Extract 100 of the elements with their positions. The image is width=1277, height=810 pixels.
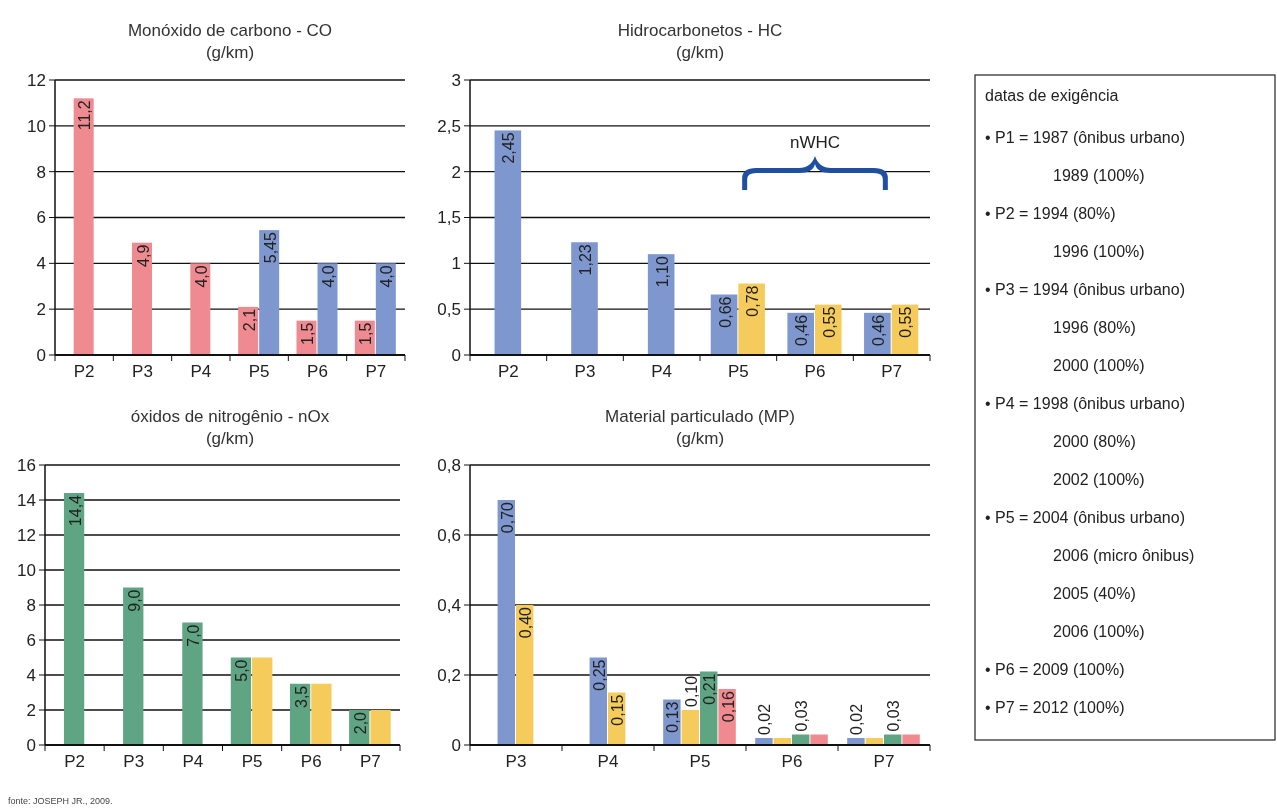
bar	[259, 230, 280, 355]
data-label: 1,23	[577, 244, 594, 276]
data-label: 5,45	[261, 232, 279, 264]
x-tick-label: P5	[248, 362, 270, 381]
bar	[317, 263, 338, 355]
y-tick-label: 0,8	[437, 455, 461, 475]
x-tick-label: P5	[727, 362, 749, 381]
x-tick-label: P2	[73, 362, 95, 381]
data-label: 1,5	[357, 322, 375, 345]
data-label: 0,02	[848, 703, 866, 735]
bar	[73, 98, 94, 355]
data-label: 0,46	[793, 314, 811, 346]
y-tick-label: 10	[27, 116, 46, 136]
data-label: 0,10	[682, 675, 700, 707]
y-tick-label: 3	[451, 70, 461, 90]
data-label: 1,10	[653, 256, 671, 288]
chart-title: óxidos de nitrogênio - nOx	[130, 407, 330, 426]
text: • P2 = 1994 (80%) 1996 (100%)	[985, 205, 1145, 260]
y-tick-label: 12	[27, 70, 46, 90]
y-tick-label: 1	[451, 254, 461, 274]
y-tick-label: 10	[17, 560, 36, 580]
data-label: 0,02	[756, 703, 774, 735]
x-tick-label: P6	[781, 752, 803, 771]
data-label: 2,45	[500, 132, 518, 164]
data-label: 1,5	[299, 322, 316, 345]
y-tick-label: 4	[36, 254, 46, 274]
y-tick-label: 0,5	[437, 300, 461, 320]
data-label: 0,03	[885, 700, 903, 732]
y-tick-label: 16	[17, 455, 36, 475]
data-label: 0,70	[498, 501, 516, 534]
chart-title: Material particulado (MP)	[605, 407, 795, 426]
text: • P6 = 2009 (100%)	[985, 661, 1125, 678]
y-tick-label: 0	[26, 735, 36, 755]
annotation: nWHC	[789, 133, 841, 152]
x-tick-label: P7	[365, 362, 387, 381]
y-tick-label: 1,5	[437, 208, 461, 228]
data-label: 4,9	[134, 244, 152, 267]
x-tick-label: P2	[64, 752, 85, 771]
x-tick-label: P3	[123, 752, 145, 771]
y-tick-label: 0,6	[437, 525, 461, 545]
y-tick-label: 0	[36, 345, 46, 365]
data-label: 0,66	[716, 296, 734, 328]
data-label: 0,21	[701, 673, 719, 705]
text: • P7 = 2012 (100%)	[985, 699, 1125, 716]
y-tick-label: 0,4	[437, 595, 461, 615]
data-label: 0,25	[590, 659, 608, 691]
x-tick-label: P7	[873, 752, 895, 771]
x-tick-label: P4	[651, 362, 673, 381]
source-note: fonte: JOSEPH JR., 2009.	[8, 796, 113, 806]
y-tick-label: 0	[451, 345, 461, 365]
data-label: 0,03	[793, 700, 811, 732]
y-tick-label: 0	[451, 735, 461, 755]
data-label: 11,2	[76, 100, 94, 131]
x-tick-label: P2	[497, 362, 519, 381]
data-label: 0,78	[744, 285, 762, 317]
x-tick-label: P6	[307, 362, 328, 381]
data-label: 9,0	[125, 589, 143, 612]
data-label: 7,0	[184, 624, 202, 647]
data-label: 0,13	[664, 701, 682, 733]
data-label: 2,1	[240, 308, 258, 332]
data-label: 4,0	[378, 265, 396, 288]
text: • P3 = 1994 (ônibus urbano) 1996 (80%) 2000 (100%)	[985, 281, 1185, 374]
bar	[375, 263, 396, 355]
data-label: 0,55	[897, 306, 915, 338]
x-tick-label: P3	[132, 362, 153, 381]
data-label: 2,0	[351, 711, 369, 735]
x-tick-label: P7	[360, 752, 381, 771]
x-tick-label: P5	[241, 752, 263, 771]
data-label: 5,0	[233, 659, 251, 682]
x-tick-label: P4	[182, 752, 204, 771]
data-label: 0,16	[719, 690, 737, 723]
x-tick-label: P4	[597, 752, 619, 771]
x-tick-label: P4	[190, 362, 212, 381]
y-tick-label: 8	[26, 595, 36, 615]
x-tick-label: P6	[804, 362, 826, 381]
y-tick-label: 0,2	[437, 665, 461, 685]
y-tick-label: 4	[26, 665, 36, 685]
data-label: 0,55	[820, 306, 838, 338]
y-tick-label: 6	[36, 208, 46, 228]
y-tick-label: 14	[17, 490, 36, 510]
text: • P5 = 2004 (ônibus urbano) 2006 (micro ônibus) 2005 (40%) 2006 (100%)	[985, 509, 1195, 640]
text: • P1 = 1987 (ônibus urbano) 1989 (100%)	[985, 129, 1185, 184]
data-label: 3,5	[292, 685, 310, 708]
data-label: 4,0	[320, 265, 337, 288]
text: datas de exigência	[985, 87, 1119, 104]
y-tick-label: 8	[36, 162, 46, 182]
x-tick-label: P6	[300, 752, 322, 771]
y-tick-label: 12	[17, 525, 36, 545]
data-label: 0,40	[517, 606, 535, 639]
data-label: 14,4	[66, 494, 84, 527]
y-tick-label: 2	[36, 300, 46, 320]
x-tick-label: P3	[505, 752, 527, 771]
chart-subtitle: (g/km)	[675, 429, 725, 448]
y-tick-label: 2	[451, 162, 461, 182]
y-tick-label: 6	[26, 630, 36, 650]
x-tick-label: P7	[881, 362, 903, 381]
chart-title: Hidrocarbonetos - HC	[617, 21, 783, 40]
chart-subtitle: (g/km)	[675, 43, 725, 62]
x-tick-label: P3	[574, 362, 596, 381]
data-label: 0,46	[869, 314, 887, 346]
